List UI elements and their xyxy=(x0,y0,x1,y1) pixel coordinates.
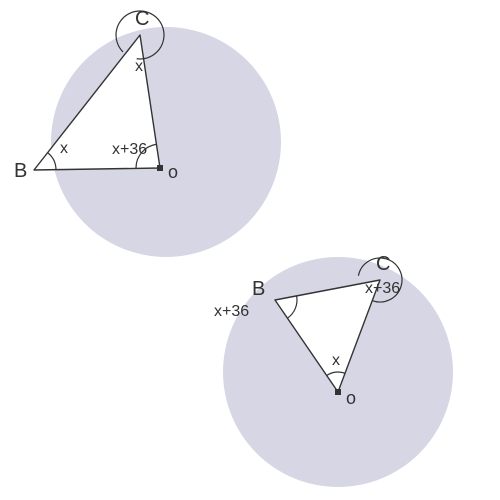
label-bottom-angle_B: x+36 xyxy=(214,303,249,321)
label-bottom-angle_O: x xyxy=(332,352,340,370)
label-bottom-angle_C: x+36 xyxy=(365,280,400,298)
label-top-angle_B: x xyxy=(60,140,68,158)
label-bottom-C: C xyxy=(376,253,390,276)
center-marker-bottom xyxy=(335,389,341,395)
label-top-B: B xyxy=(14,160,27,183)
diagram-stage: BCoxxx+36BCox+36x+36x xyxy=(0,0,500,500)
label-top-angle_O: x+36 xyxy=(112,141,147,159)
diagram-svg xyxy=(0,0,500,500)
label-top-angle_C: x xyxy=(135,58,143,76)
label-top-O: o xyxy=(168,162,178,183)
label-top-C: C xyxy=(135,8,149,31)
center-marker-top xyxy=(157,165,163,171)
label-bottom-O: o xyxy=(346,388,356,409)
label-bottom-B: B xyxy=(252,278,265,301)
